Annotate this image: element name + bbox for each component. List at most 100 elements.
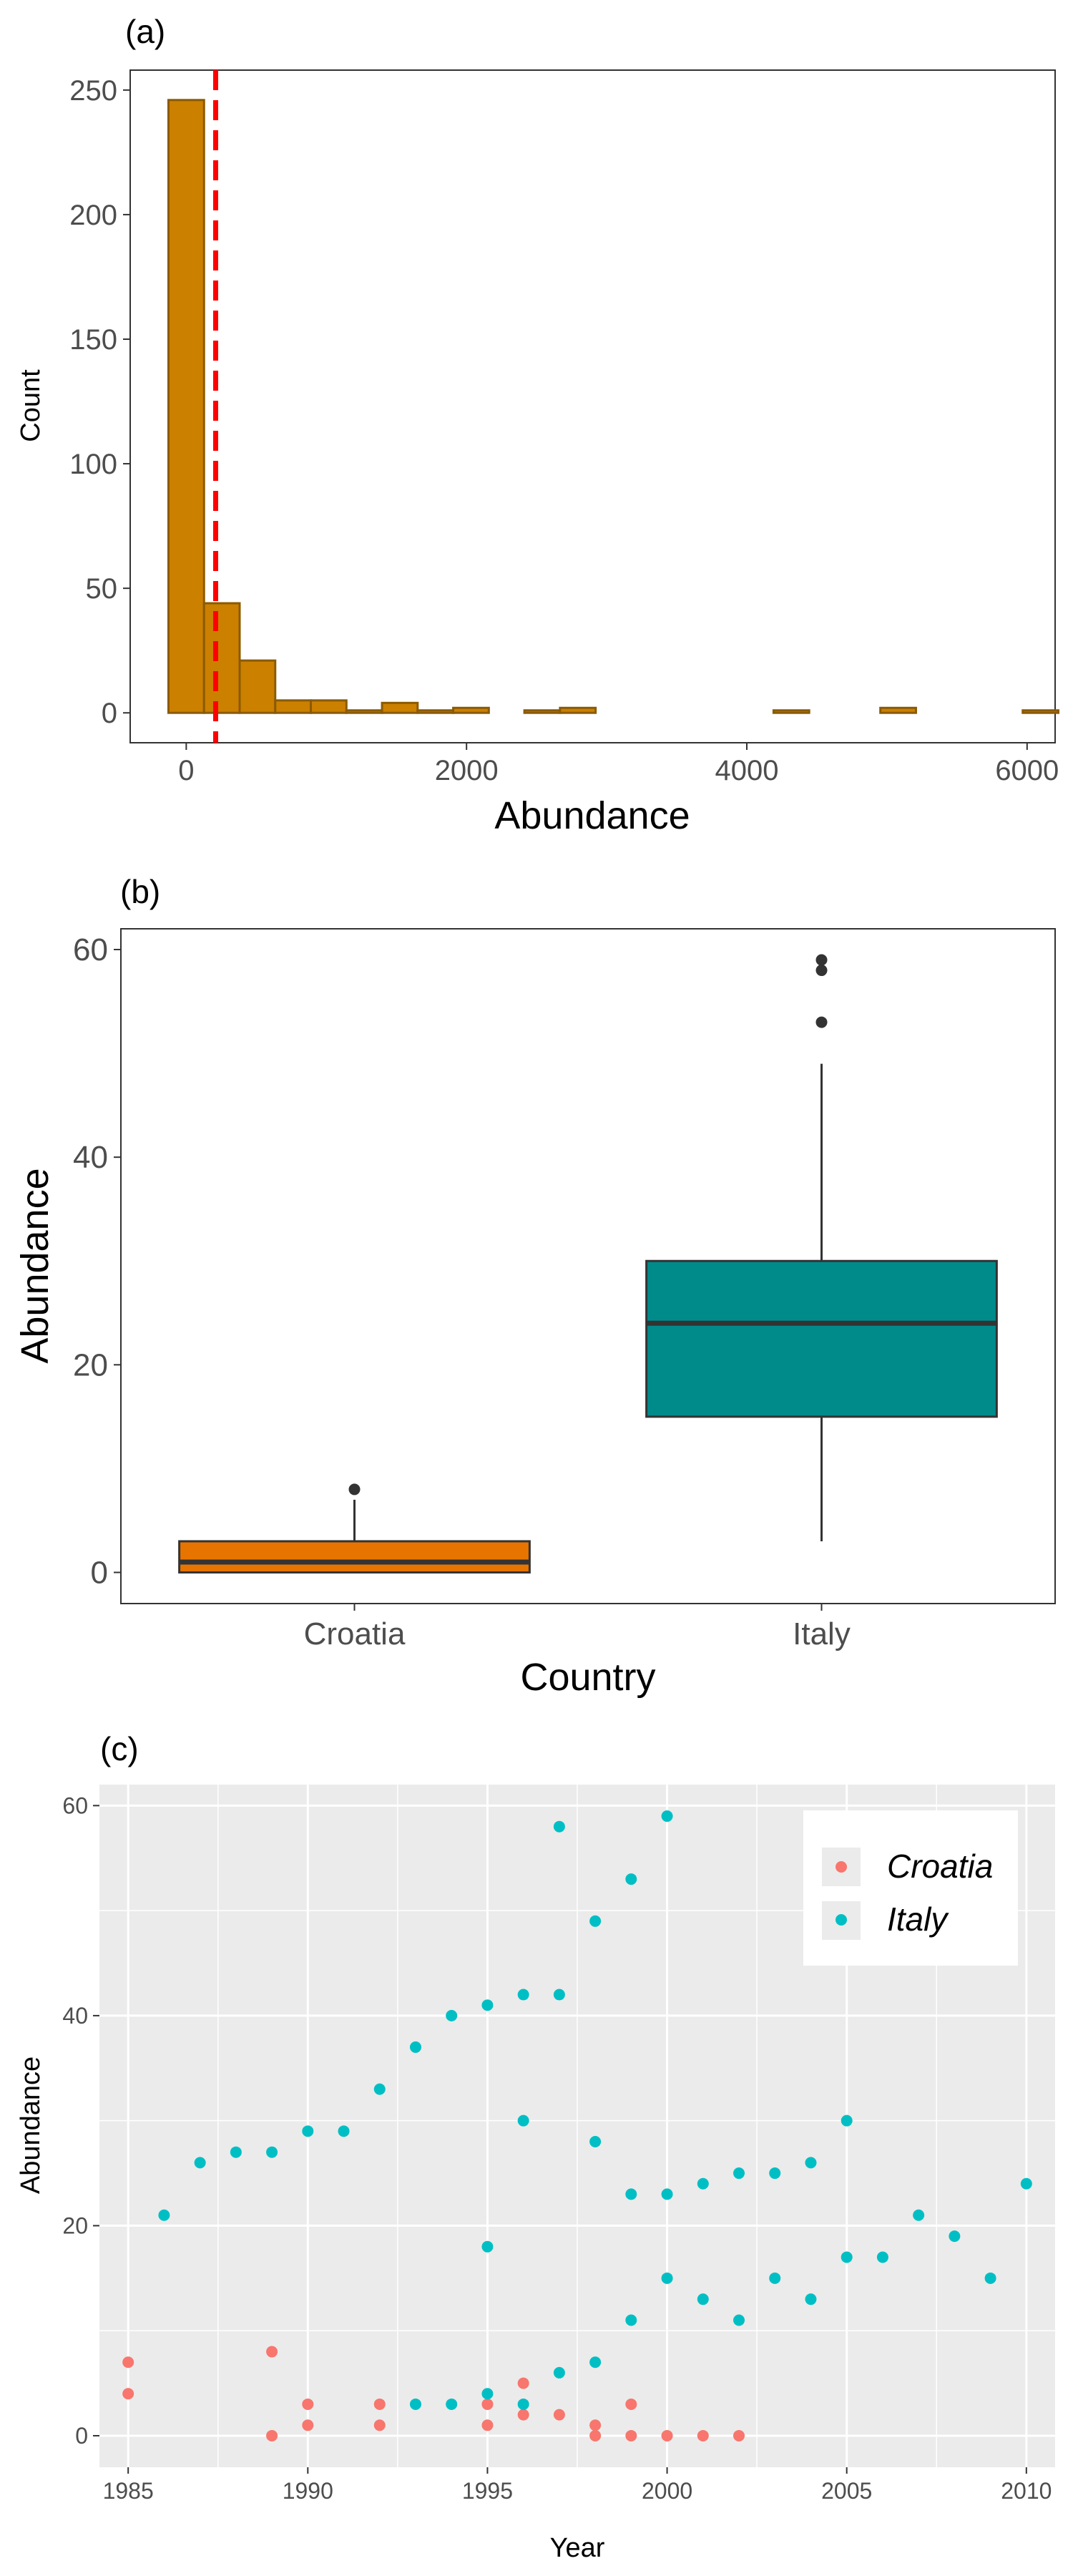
scatter-point-italy xyxy=(589,2356,602,2368)
scatter-point-italy xyxy=(913,2209,925,2221)
panel-c-points xyxy=(122,1810,1032,2441)
histogram-bar xyxy=(238,659,277,714)
scatter-point-croatia xyxy=(589,2419,602,2431)
y-tick-label: 250 xyxy=(69,75,117,107)
scatter-point-croatia xyxy=(553,2409,565,2421)
x-tick-label: 1995 xyxy=(462,2478,513,2504)
scatter-point-croatia xyxy=(661,2429,673,2441)
scatter-point-italy xyxy=(625,2314,637,2326)
outlier-point xyxy=(815,954,828,966)
scatter-point-croatia xyxy=(625,2398,637,2410)
scatter-point-italy xyxy=(769,2272,781,2284)
scatter-point-croatia xyxy=(517,2377,529,2389)
scatter-point-croatia xyxy=(266,2429,278,2441)
scatter-point-italy xyxy=(769,2167,781,2180)
scatter-point-italy xyxy=(805,2157,817,2169)
outlier-point xyxy=(815,1016,828,1028)
x-tick-label: 1990 xyxy=(283,2478,333,2504)
scatter-point-italy xyxy=(984,2272,996,2284)
y-tick-label: 100 xyxy=(69,449,117,480)
scatter-point-italy xyxy=(1020,2177,1032,2190)
x-tick-label: 1985 xyxy=(103,2478,154,2504)
scatter-point-italy xyxy=(949,2230,961,2243)
scatter-point-italy xyxy=(302,2125,314,2137)
panel-b-label: (b) xyxy=(120,873,160,910)
box-iqr xyxy=(178,1540,531,1574)
scatter-point-croatia xyxy=(481,2419,494,2431)
legend-box xyxy=(803,1810,1018,1966)
y-tick-label: 0 xyxy=(75,2423,88,2449)
histogram-bar xyxy=(772,709,810,714)
x-tick-label: 0 xyxy=(178,755,194,786)
scatter-point-italy xyxy=(338,2125,350,2137)
panel-b-y-ticks: 0 20 40 60 xyxy=(73,932,121,1590)
panel-a-label: (a) xyxy=(125,13,165,50)
panel-c-x-ticks: 1985 1990 1995 2000 2005 2010 xyxy=(103,2467,1052,2504)
histogram-bar xyxy=(416,709,455,714)
scatter-point-croatia xyxy=(625,2429,637,2441)
scatter-point-croatia xyxy=(122,2388,134,2400)
panel-c-label: (c) xyxy=(100,1730,139,1767)
scatter-point-italy xyxy=(553,1989,565,2001)
scatter-point-italy xyxy=(481,2388,494,2400)
scatter-point-italy xyxy=(446,2398,458,2410)
panel-c-gridlines xyxy=(99,1785,1055,2467)
y-tick-label: 40 xyxy=(62,2003,88,2029)
histogram-bar xyxy=(310,699,348,714)
scatter-point-italy xyxy=(230,2146,242,2158)
scatter-point-italy xyxy=(409,2398,421,2410)
outlier-point xyxy=(815,965,828,977)
y-tick-label: 150 xyxy=(69,324,117,356)
box-iqr xyxy=(645,1259,998,1418)
scatter-point-croatia xyxy=(481,2398,494,2410)
scatter-point-croatia xyxy=(266,2346,278,2358)
scatter-point-italy xyxy=(805,2293,817,2306)
y-tick-label: 40 xyxy=(73,1140,108,1175)
scatter-point-italy xyxy=(481,1999,494,2011)
scatter-point-italy xyxy=(158,2209,170,2221)
scatter-point-italy xyxy=(661,1810,673,1823)
scatter-point-croatia xyxy=(733,2429,745,2441)
x-tick-label: 2005 xyxy=(821,2478,872,2504)
legend-swatch-italy xyxy=(836,1914,847,1926)
scatter-point-italy xyxy=(589,1915,602,1927)
scatter-point-croatia xyxy=(122,2356,134,2368)
panel-a-bars xyxy=(167,99,1060,714)
scatter-point-italy xyxy=(625,2188,637,2200)
scatter-point-italy xyxy=(661,2272,673,2284)
panel-a-x-axis-title: Abundance xyxy=(494,794,690,837)
x-tick-label: 2000 xyxy=(642,2478,692,2504)
scatter-point-croatia xyxy=(373,2419,386,2431)
histogram-bar xyxy=(202,602,241,714)
y-tick-label: 50 xyxy=(86,573,118,605)
scatter-point-italy xyxy=(481,2240,494,2253)
x-tick-label: 2000 xyxy=(435,755,499,786)
panel-b: (b) 0 20 40 60 Croatia Italy Abundance Count… xyxy=(14,873,1056,1699)
scatter-point-italy xyxy=(697,2177,709,2190)
scatter-point-croatia xyxy=(697,2429,709,2441)
histogram-bar xyxy=(345,709,383,714)
y-tick-label: 0 xyxy=(91,1555,108,1590)
outlier-point xyxy=(348,1483,361,1496)
histogram-bar xyxy=(452,706,490,714)
y-tick-label: 20 xyxy=(73,1347,108,1382)
scatter-point-croatia xyxy=(373,2398,386,2410)
scatter-point-italy xyxy=(697,2293,709,2306)
panel-b-x-axis-title: Country xyxy=(520,1656,655,1699)
scatter-point-italy xyxy=(733,2314,745,2326)
scatter-point-croatia xyxy=(302,2419,314,2431)
histogram-bar xyxy=(1021,709,1060,714)
scatter-point-italy xyxy=(876,2251,888,2263)
legend-label-croatia: Croatia xyxy=(887,1848,993,1885)
panel-c-y-ticks: 0 20 40 60 xyxy=(62,1792,99,2449)
scatter-point-italy xyxy=(517,2114,529,2127)
legend-label-italy: Italy xyxy=(887,1901,949,1938)
x-tick-label: Croatia xyxy=(304,1616,406,1652)
x-tick-label: Italy xyxy=(793,1616,851,1652)
panel-b-y-axis-title: Abundance xyxy=(14,1168,57,1363)
scatter-point-italy xyxy=(409,2041,421,2053)
scatter-point-italy xyxy=(373,2083,386,2095)
panel-a-x-ticks: 0 2000 4000 6000 xyxy=(178,743,1059,786)
